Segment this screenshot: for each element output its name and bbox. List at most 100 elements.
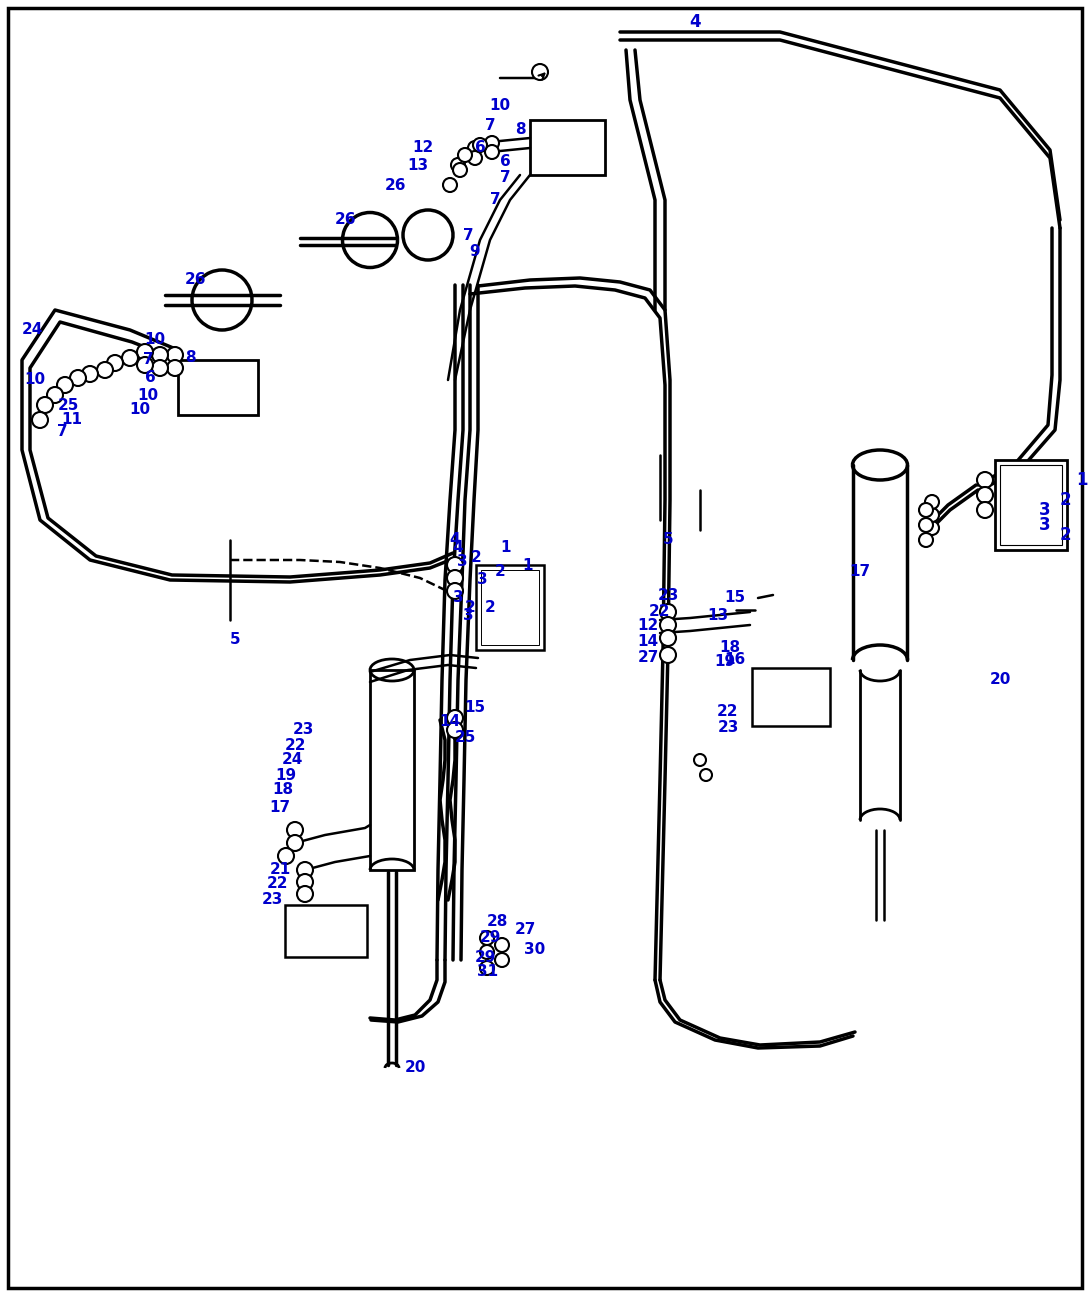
Text: 26: 26 <box>385 178 405 193</box>
Text: 1: 1 <box>523 557 533 573</box>
Text: 5: 5 <box>230 632 240 648</box>
Text: 10: 10 <box>145 333 166 347</box>
Bar <box>481 570 538 645</box>
Circle shape <box>137 356 153 373</box>
Text: 7: 7 <box>462 228 473 242</box>
Text: 13: 13 <box>707 608 728 622</box>
Text: 3: 3 <box>1039 516 1051 534</box>
Circle shape <box>167 360 183 376</box>
Text: 2: 2 <box>495 565 506 579</box>
Circle shape <box>167 347 183 363</box>
Circle shape <box>287 822 303 839</box>
Text: 29: 29 <box>474 950 496 966</box>
Circle shape <box>700 769 712 781</box>
Text: 1: 1 <box>1076 470 1088 489</box>
Circle shape <box>458 148 472 162</box>
Text: 1: 1 <box>500 540 511 556</box>
Text: 23: 23 <box>292 722 314 737</box>
Text: 15: 15 <box>464 701 485 715</box>
Text: 26: 26 <box>185 272 207 288</box>
Text: 31: 31 <box>477 964 498 980</box>
Text: 3: 3 <box>457 555 468 569</box>
Bar <box>476 565 544 651</box>
Bar <box>1000 465 1062 546</box>
Text: 6: 6 <box>145 371 156 385</box>
Text: 23: 23 <box>717 721 739 736</box>
Text: 23: 23 <box>657 588 679 604</box>
Text: 21: 21 <box>269 863 291 877</box>
Text: 17: 17 <box>269 800 291 814</box>
Text: 4: 4 <box>452 540 463 556</box>
Bar <box>752 667 829 726</box>
Circle shape <box>977 472 993 489</box>
Text: 22: 22 <box>650 604 670 619</box>
Circle shape <box>468 152 482 165</box>
Text: 27: 27 <box>638 651 658 666</box>
Text: 7: 7 <box>143 353 154 368</box>
Text: 11: 11 <box>61 412 83 428</box>
Text: 26: 26 <box>335 213 355 228</box>
Circle shape <box>919 503 933 517</box>
Circle shape <box>480 962 494 975</box>
Circle shape <box>443 178 457 192</box>
Text: 22: 22 <box>717 705 739 719</box>
Text: 14: 14 <box>439 714 461 730</box>
Text: 2: 2 <box>1059 526 1070 544</box>
Text: 10: 10 <box>489 97 510 113</box>
Text: 19: 19 <box>714 654 736 670</box>
Text: 10: 10 <box>130 403 150 417</box>
Text: 3: 3 <box>462 608 473 622</box>
Text: 20: 20 <box>990 673 1010 687</box>
Circle shape <box>925 521 938 535</box>
Circle shape <box>451 158 465 172</box>
Text: 23: 23 <box>262 893 282 907</box>
Text: 22: 22 <box>267 876 289 892</box>
Circle shape <box>925 508 938 522</box>
Text: 6: 6 <box>499 154 510 170</box>
Text: 3: 3 <box>452 591 463 605</box>
Circle shape <box>287 835 303 851</box>
Circle shape <box>152 360 168 376</box>
Text: 10: 10 <box>24 372 46 388</box>
Text: 2: 2 <box>464 600 475 616</box>
Text: 16: 16 <box>725 652 746 667</box>
Text: 25: 25 <box>58 398 78 412</box>
Circle shape <box>468 141 482 156</box>
Bar <box>284 905 367 956</box>
Text: 2: 2 <box>485 600 495 616</box>
Circle shape <box>694 754 706 766</box>
Bar <box>178 360 258 415</box>
Circle shape <box>495 938 509 953</box>
Circle shape <box>82 365 98 382</box>
Circle shape <box>661 604 676 619</box>
Circle shape <box>485 145 499 159</box>
Circle shape <box>137 343 153 360</box>
Circle shape <box>447 710 463 726</box>
Text: 3: 3 <box>476 573 487 587</box>
Circle shape <box>32 412 48 428</box>
Text: 17: 17 <box>849 565 871 579</box>
Text: 28: 28 <box>486 915 508 929</box>
Text: 29: 29 <box>480 929 500 945</box>
Circle shape <box>661 630 676 645</box>
Text: 22: 22 <box>284 737 306 753</box>
Text: 10: 10 <box>137 388 158 403</box>
Circle shape <box>37 397 53 413</box>
Bar <box>995 460 1067 550</box>
Circle shape <box>107 355 123 371</box>
Circle shape <box>447 570 463 586</box>
Circle shape <box>453 163 467 178</box>
Text: 25: 25 <box>455 731 475 745</box>
Text: 13: 13 <box>408 158 428 172</box>
Circle shape <box>485 136 499 150</box>
Circle shape <box>977 502 993 518</box>
Text: 2: 2 <box>471 551 482 565</box>
Circle shape <box>70 369 86 386</box>
Text: 6: 6 <box>474 140 485 156</box>
Circle shape <box>661 647 676 664</box>
Circle shape <box>296 886 313 902</box>
Text: 3: 3 <box>1039 502 1051 518</box>
Bar <box>530 121 605 175</box>
Text: 30: 30 <box>524 942 546 958</box>
Text: 4: 4 <box>450 533 460 547</box>
